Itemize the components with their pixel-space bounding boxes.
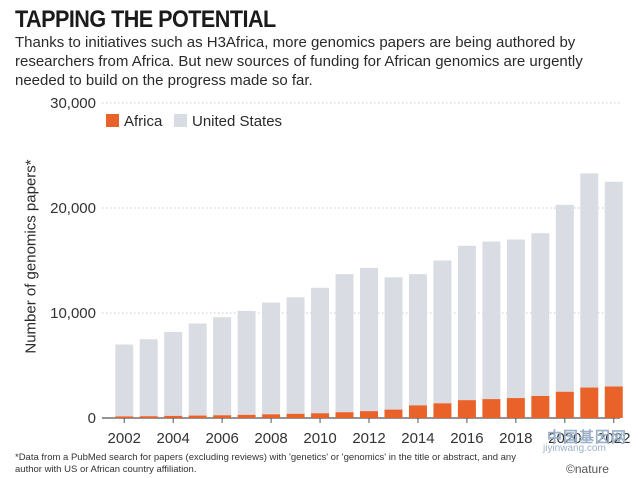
y-tick-label: 30,000 (50, 95, 96, 112)
legend-label-united-states: United States (192, 113, 282, 130)
x-tick-label: 2008 (254, 430, 287, 447)
bar-united-states-2019 (531, 233, 550, 396)
legend-swatch-africa (106, 114, 119, 127)
bar-africa-2009 (286, 413, 305, 418)
bar-united-states-2021 (580, 173, 599, 388)
bar-africa-2004 (164, 415, 183, 418)
bar-africa-2019 (531, 395, 550, 418)
y-tick-label: 0 (88, 410, 96, 427)
bar-united-states-2006 (213, 317, 232, 416)
bar-united-states-2003 (139, 339, 158, 417)
chart-subtitle: Thanks to initiatives such as H3Africa, … (15, 34, 583, 89)
x-tick-label: 2002 (108, 430, 141, 447)
chart-title: TAPPING THE POTENTIAL (15, 6, 276, 33)
bar-united-states-2020 (555, 204, 574, 392)
bar-africa-2008 (262, 414, 281, 418)
bar-africa-2021 (580, 387, 599, 418)
watermark-url: jiyinwang.com (543, 443, 606, 454)
bar-united-states-2012 (360, 267, 378, 412)
watermark-text: 中国基因网 (547, 429, 628, 446)
bar-united-states-2004 (164, 331, 183, 416)
x-tick-label: 2022 (597, 430, 630, 447)
bar-united-states-2011 (335, 274, 354, 413)
bar-united-states-2018 (506, 239, 525, 399)
x-tick-label: 2018 (499, 430, 532, 447)
legend-swatch-united-states (174, 114, 187, 127)
bar-united-states-2009 (286, 297, 305, 414)
bar-africa-2010 (311, 413, 330, 418)
x-tick-label: 2004 (157, 430, 190, 447)
bar-africa-2022 (604, 386, 623, 418)
x-tick-label: 2016 (450, 430, 483, 447)
legend: Africa United States (106, 113, 282, 130)
watermark-logo: 中国基因网 jiyinwang.com (525, 426, 635, 456)
bar-united-states-2005 (188, 323, 207, 416)
bar-africa-2020 (555, 391, 574, 418)
bar-africa-2013 (384, 409, 403, 418)
bar-africa-2016 (457, 400, 476, 418)
footnote: *Data from a PubMed search for papers (e… (15, 452, 516, 475)
bar-africa-2014 (408, 405, 427, 418)
bar-africa-2017 (482, 399, 501, 418)
bar-united-states-2013 (384, 277, 403, 410)
y-tick-labels: 0 10,000 20,000 30,000 (50, 95, 96, 427)
bar-united-states-2017 (482, 241, 501, 400)
bar-united-states-2008 (262, 302, 281, 415)
bar-united-states-2010 (311, 287, 330, 414)
y-tick-label: 20,000 (50, 200, 96, 217)
nature-credit: ©nature (566, 462, 609, 476)
legend-label-africa: Africa (124, 113, 163, 130)
x-tick-label: 2010 (303, 430, 336, 447)
y-tick-label: 10,000 (50, 305, 96, 322)
bar-africa-2007 (237, 414, 256, 418)
bar-africa-2018 (506, 398, 525, 418)
bar-united-states-2016 (457, 245, 476, 401)
bar-africa-2015 (433, 403, 452, 418)
x-tick-label: 2012 (352, 430, 385, 447)
bar-africa-2002 (115, 416, 134, 418)
bar-united-states-2022 (604, 181, 623, 387)
bar-united-states-2014 (408, 274, 427, 406)
bar-africa-2006 (213, 415, 232, 418)
bar-united-states-2002 (115, 344, 134, 417)
bar-africa-2011 (335, 412, 354, 418)
bar-africa-2005 (188, 415, 207, 418)
x-tick-label: 2006 (205, 430, 238, 447)
bar-africa-2003 (139, 416, 158, 418)
bars (115, 173, 623, 418)
x-tick-labels: 2002 2004 2006 2008 2010 2012 2014 2016 2018 2020… (108, 418, 630, 447)
x-tick-label: 2020 (548, 430, 581, 447)
bar-africa-2012 (360, 411, 378, 418)
bar-united-states-2007 (237, 310, 256, 415)
bar-united-states-2015 (433, 260, 452, 404)
x-tick-label: 2014 (401, 430, 434, 447)
